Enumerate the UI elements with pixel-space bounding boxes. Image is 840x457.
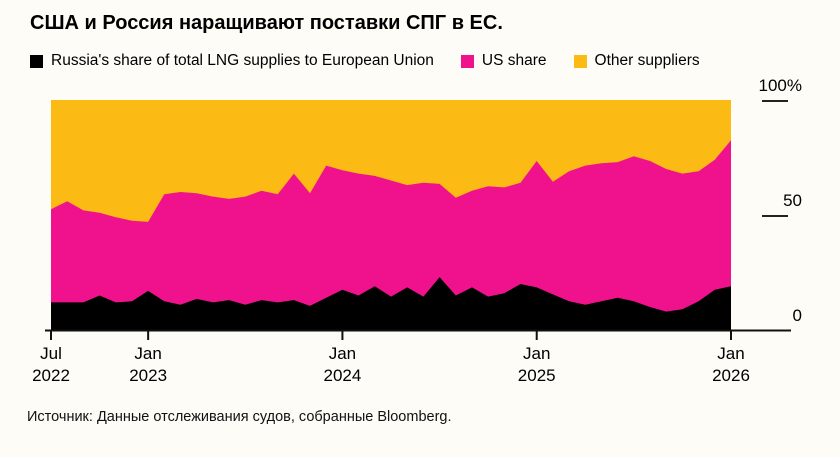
russia-share-area xyxy=(51,277,731,330)
legend-item-russia: Russia's share of total LNG supplies to … xyxy=(30,52,434,70)
y-tick-dash xyxy=(762,215,788,217)
x-axis-label: Jan 2024 xyxy=(323,344,362,385)
us-share-area xyxy=(51,140,731,330)
x-axis-label: Jan 2023 xyxy=(129,344,168,385)
legend-swatch-other xyxy=(573,54,587,68)
y-axis-label: 0 xyxy=(792,306,802,325)
chart-title: США и Россия наращивают поставки СПГ в Е… xyxy=(30,12,503,34)
legend: Russia's share of total LNG supplies to … xyxy=(30,52,700,70)
legend-label-other: Other suppliers xyxy=(594,52,700,69)
legend-label-russia: Russia's share of total LNG supplies to … xyxy=(51,52,434,69)
x-axis-label: Jan 2025 xyxy=(517,344,556,385)
legend-label-us: US share xyxy=(481,52,547,69)
y-axis-label: 50 xyxy=(783,191,802,210)
legend-item-us: US share xyxy=(460,52,547,70)
y-axis-label: 100% xyxy=(758,76,802,95)
x-axis-label: Jan 2026 xyxy=(712,344,750,385)
x-axis-label: Jul 2022 xyxy=(32,344,70,385)
legend-item-other: Other suppliers xyxy=(573,52,700,70)
legend-swatch-russia xyxy=(30,54,43,68)
y-tick-dash xyxy=(762,100,788,102)
legend-swatch-us xyxy=(460,54,474,68)
source-note: Источник: Данные отслеживания судов, соб… xyxy=(27,409,452,425)
